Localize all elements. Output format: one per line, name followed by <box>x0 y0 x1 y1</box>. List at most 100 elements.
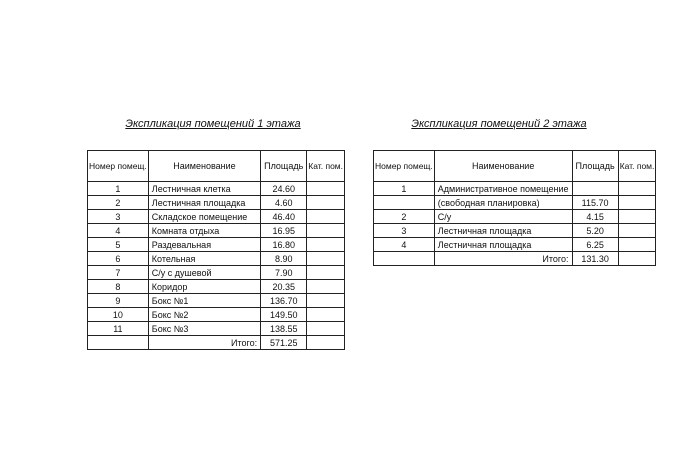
room-category <box>617 237 657 252</box>
room-name: Складское помещение <box>147 209 262 224</box>
room-category <box>306 209 345 224</box>
floor1-title: Экспликация помещений 1 этажа <box>125 118 301 130</box>
total-category <box>306 335 345 350</box>
room-area: 46.40 <box>260 209 308 224</box>
header-area: Площадь <box>571 150 619 182</box>
table-row: 11 Бокс №3 138.55 <box>87 321 345 336</box>
table-row: 3 Складское помещение 46.40 <box>87 209 345 224</box>
header-row: Номер помещ. Наименование Площадь Кат. пом. <box>87 150 345 182</box>
room-name: Бокс №2 <box>147 307 262 322</box>
room-name: Лестничная площадка <box>147 195 262 210</box>
room-category <box>306 181 345 196</box>
table-row: 6 Котельная 8.90 <box>87 251 345 266</box>
room-category <box>306 223 345 238</box>
room-number: 6 <box>87 251 149 266</box>
room-area: 5.20 <box>571 223 619 238</box>
header-name: Наименование <box>433 150 573 182</box>
room-number: 2 <box>87 195 149 210</box>
total-area: 571.25 <box>260 335 308 350</box>
room-area: 138.55 <box>260 321 308 336</box>
room-name: (свободная планировка) <box>433 195 573 210</box>
floor1-table: Номер помещ. Наименование Площадь Кат. пом.… <box>87 150 345 350</box>
total-label: Итого: <box>147 335 262 350</box>
room-number: 3 <box>373 223 435 238</box>
room-name: Административное помещение <box>433 181 573 196</box>
room-area <box>571 181 619 196</box>
room-name: Коридор <box>147 279 262 294</box>
header-category: Кат. пом. <box>617 150 657 182</box>
table-row: 9 Бокс №1 136.70 <box>87 293 345 308</box>
room-area: 8.90 <box>260 251 308 266</box>
room-category <box>306 293 345 308</box>
room-name: С/у <box>433 209 573 224</box>
room-area: 4.15 <box>571 209 619 224</box>
room-category <box>617 223 657 238</box>
table-row: 1 Административное помещение <box>373 181 657 196</box>
total-label: Итого: <box>433 251 573 266</box>
header-category: Кат. пом. <box>306 150 345 182</box>
room-area: 24.60 <box>260 181 308 196</box>
header-num: Номер помещ. <box>87 150 149 182</box>
total-empty <box>87 335 149 350</box>
room-name: Котельная <box>147 251 262 266</box>
room-number: 4 <box>373 237 435 252</box>
room-area: 4.60 <box>260 195 308 210</box>
table-row: 2 Лестничная площадка 4.60 <box>87 195 345 210</box>
room-category <box>306 265 345 280</box>
room-category <box>306 237 345 252</box>
total-category <box>617 251 657 266</box>
room-number: 11 <box>87 321 149 336</box>
room-number: 8 <box>87 279 149 294</box>
header-row: Номер помещ. Наименование Площадь Кат. пом. <box>373 150 657 182</box>
table-row: 4 Комната отдыха 16.95 <box>87 223 345 238</box>
room-name: Бокс №3 <box>147 321 262 336</box>
room-area: 16.95 <box>260 223 308 238</box>
room-category <box>306 251 345 266</box>
room-number <box>373 195 435 210</box>
total-row: Итого: 131.30 <box>373 251 657 266</box>
table-row: 4 Лестничная площадка 6.25 <box>373 237 657 252</box>
room-area: 16.80 <box>260 237 308 252</box>
table-row: 5 Раздевальная 16.80 <box>87 237 345 252</box>
room-number: 3 <box>87 209 149 224</box>
room-name: Лестничная клетка <box>147 181 262 196</box>
room-area: 7.90 <box>260 265 308 280</box>
header-num: Номер помещ. <box>373 150 435 182</box>
header-name: Наименование <box>147 150 262 182</box>
room-number: 1 <box>373 181 435 196</box>
room-area: 149.50 <box>260 307 308 322</box>
table-row: 2 С/у 4.15 <box>373 209 657 224</box>
room-category <box>306 195 345 210</box>
room-category <box>617 181 657 196</box>
room-number: 7 <box>87 265 149 280</box>
room-category <box>617 209 657 224</box>
room-area: 115.70 <box>571 195 619 210</box>
table-row: 7 С/у с душевой 7.90 <box>87 265 345 280</box>
room-number: 9 <box>87 293 149 308</box>
total-area: 131.30 <box>571 251 619 266</box>
room-area: 6.25 <box>571 237 619 252</box>
room-number: 10 <box>87 307 149 322</box>
room-number: 2 <box>373 209 435 224</box>
room-name: С/у с душевой <box>147 265 262 280</box>
room-name: Лестничная площадка <box>433 237 573 252</box>
room-number: 4 <box>87 223 149 238</box>
room-category <box>306 279 345 294</box>
room-number: 1 <box>87 181 149 196</box>
room-area: 20.35 <box>260 279 308 294</box>
table-row: 10 Бокс №2 149.50 <box>87 307 345 322</box>
table-row: (свободная планировка) 115.70 <box>373 195 657 210</box>
room-name: Лестничная площадка <box>433 223 573 238</box>
table-row: 1 Лестничная клетка 24.60 <box>87 181 345 196</box>
header-area: Площадь <box>260 150 308 182</box>
floor2-table: Номер помещ. Наименование Площадь Кат. пом.… <box>373 150 657 266</box>
table-row: 8 Коридор 20.35 <box>87 279 345 294</box>
total-row: Итого: 571.25 <box>87 335 345 350</box>
room-name: Комната отдыха <box>147 223 262 238</box>
room-name: Раздевальная <box>147 237 262 252</box>
room-name: Бокс №1 <box>147 293 262 308</box>
table-row: 3 Лестничная площадка 5.20 <box>373 223 657 238</box>
room-number: 5 <box>87 237 149 252</box>
room-area: 136.70 <box>260 293 308 308</box>
room-category <box>306 321 345 336</box>
